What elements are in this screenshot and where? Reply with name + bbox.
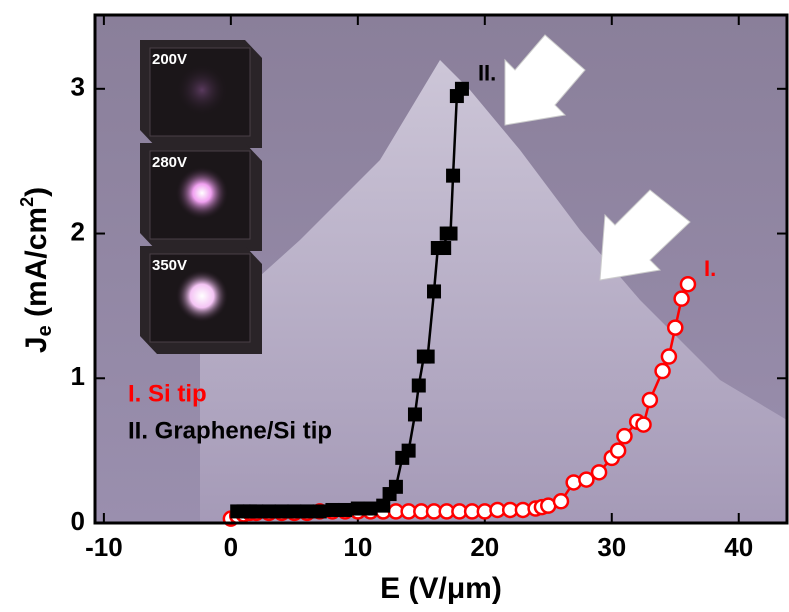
y-axis-title: Je (mA/cm2) xyxy=(17,187,57,353)
x-tick-label: 10 xyxy=(343,532,372,562)
inset-label: 200V xyxy=(152,51,187,68)
data-point xyxy=(249,504,263,518)
data-point xyxy=(389,480,403,494)
y-title-part: 2 xyxy=(17,197,37,207)
data-point xyxy=(421,350,435,364)
data-point xyxy=(437,241,451,255)
inset-glow xyxy=(176,64,228,116)
y-tick-label: 1 xyxy=(71,361,85,391)
curve-label: II. xyxy=(478,61,496,86)
x-tick-label: -10 xyxy=(85,532,123,562)
data-point xyxy=(592,465,606,479)
data-point xyxy=(325,503,339,517)
y-title-part: ) xyxy=(20,187,53,197)
data-point xyxy=(675,292,689,306)
data-point xyxy=(668,321,682,335)
data-point xyxy=(643,393,657,407)
y-tick-label: 3 xyxy=(71,72,85,102)
curve-label: I. xyxy=(704,256,716,281)
data-point xyxy=(617,429,631,443)
data-point xyxy=(262,504,276,518)
page: {"chart_data": {"type": "scatter", "xlab… xyxy=(0,0,789,612)
data-point xyxy=(427,284,441,298)
data-point xyxy=(554,494,568,508)
data-point xyxy=(351,502,365,516)
y-tick-label: 2 xyxy=(71,216,85,246)
data-point xyxy=(656,364,670,378)
data-point xyxy=(662,350,676,364)
data-point xyxy=(364,502,378,516)
data-point xyxy=(455,82,469,96)
data-point xyxy=(637,418,651,432)
data-point xyxy=(338,503,352,517)
x-tick-label: 0 xyxy=(224,532,238,562)
y-title-part: J xyxy=(20,336,53,353)
data-point xyxy=(313,504,327,518)
data-point xyxy=(408,407,422,421)
legend-label: II. Graphene/Si tip xyxy=(128,417,332,444)
data-point xyxy=(287,504,301,518)
data-point xyxy=(402,444,416,458)
data-point xyxy=(681,277,695,291)
y-title-part: (mA/cm xyxy=(20,207,53,325)
legend-label: I. Si tip xyxy=(128,380,207,407)
x-tick-label: 30 xyxy=(597,532,626,562)
data-point xyxy=(300,504,314,518)
x-axis-title: E (V/μm) xyxy=(380,572,502,605)
x-tick-label: 40 xyxy=(724,532,753,562)
data-point xyxy=(611,444,625,458)
x-tick-label: 20 xyxy=(470,532,499,562)
insets: 200V 280V 350V xyxy=(140,40,262,354)
inset-label: 350V xyxy=(152,257,187,274)
data-point xyxy=(412,379,426,393)
y-title-part: e xyxy=(34,325,56,336)
data-point xyxy=(275,504,289,518)
data-point xyxy=(444,227,458,241)
inset-label: 280V xyxy=(152,154,187,171)
data-point xyxy=(446,169,460,183)
y-tick-label: 0 xyxy=(71,506,85,536)
inset-glow xyxy=(176,167,228,219)
chart: 200V280V350V I.II. E (V/μm) Je (mA/cm2) … xyxy=(0,0,789,612)
inset-glow xyxy=(176,270,228,322)
